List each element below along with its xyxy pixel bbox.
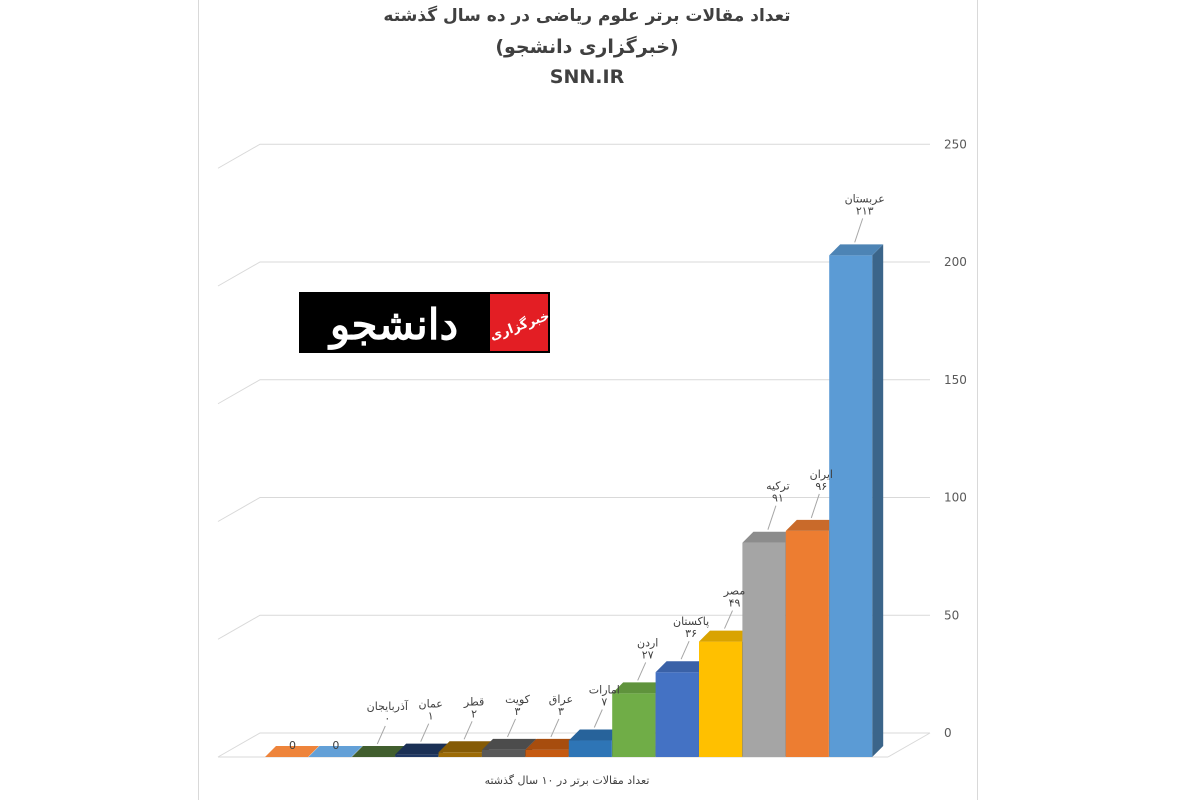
bar-top — [308, 746, 363, 757]
bar-front — [699, 641, 742, 757]
data-label-category: امارات — [589, 684, 620, 697]
y-tick-label: 250 — [944, 137, 967, 151]
data-label-value: ۳۶ — [685, 627, 697, 640]
data-label-value: ۳ — [558, 705, 564, 718]
data-label-value: ۱ — [428, 710, 434, 723]
bar-front — [525, 749, 569, 757]
gridline — [217, 261, 930, 287]
logo-badge — [490, 294, 548, 351]
leader-line — [550, 718, 560, 738]
bar-top — [265, 746, 319, 757]
data-label-category: قطر — [463, 695, 484, 708]
bar — [265, 746, 319, 757]
bar — [829, 244, 884, 757]
data-label-value: 0 — [289, 739, 296, 752]
gridline — [217, 143, 930, 169]
bar-front — [438, 752, 482, 757]
data-label-value: ۴۹ — [729, 597, 741, 610]
bar-top — [482, 738, 536, 750]
bar-front — [655, 672, 699, 757]
data-label-category: کویت — [505, 693, 531, 706]
bar-top — [438, 741, 493, 753]
y-tick-label: 200 — [944, 255, 967, 269]
data-label-category: آذربایجان — [367, 699, 409, 713]
bar-front — [482, 749, 525, 757]
data-label-value: 0 — [332, 739, 339, 752]
y-axis-ticks: 0 50 100 150 200 250 — [944, 137, 967, 740]
data-label-value: ۲ — [471, 707, 477, 720]
data-label-category: مصر — [723, 585, 746, 598]
y-tick-label: 0 — [944, 726, 952, 740]
bar — [568, 729, 623, 757]
data-label-value: ۲۱۳ — [856, 204, 874, 217]
bars — [265, 244, 884, 757]
news-agency-logo: دانشجو خبرگزاری — [299, 292, 550, 353]
bar-front — [829, 255, 873, 757]
bar-top — [612, 682, 667, 694]
leader-line — [767, 505, 777, 530]
bar-top — [525, 738, 580, 750]
bar-top — [742, 531, 797, 543]
chart-source: SNN.IR — [549, 66, 625, 88]
bar-top — [351, 746, 406, 757]
leader-line — [507, 718, 516, 738]
bar — [308, 746, 363, 757]
data-label-category: عربستان — [845, 192, 885, 205]
floor-edge — [887, 732, 931, 758]
bar-front — [742, 542, 786, 757]
data-label-value: ۲۷ — [642, 648, 654, 661]
leader-line — [463, 721, 473, 740]
leader-line — [854, 218, 864, 243]
bar-side — [872, 244, 884, 757]
y-tick-label: 100 — [944, 491, 967, 505]
leader-line — [637, 662, 647, 681]
data-label-category: عراق — [549, 693, 573, 706]
bar-top — [829, 244, 884, 256]
gridline — [217, 497, 930, 522]
leader-line — [680, 641, 690, 660]
data-label-value: ۹۶ — [815, 480, 827, 493]
bar-top — [699, 630, 753, 642]
leader-line — [420, 723, 430, 742]
data-label-value: ۳ — [515, 705, 521, 718]
bar-front — [785, 530, 829, 757]
bar-top — [395, 743, 450, 755]
bar-top — [568, 729, 623, 741]
data-label-category: ایران — [810, 468, 833, 481]
data-label-category: عمان — [419, 698, 443, 711]
leader-line — [810, 493, 820, 519]
data-label-value: ۹۱ — [772, 492, 784, 505]
leader-line — [724, 610, 733, 629]
gridline — [217, 614, 930, 640]
leader-line — [376, 725, 386, 745]
chart-subtitle: (خبرگزاری دانشجو) — [495, 36, 679, 58]
bar-top — [655, 661, 710, 673]
bar-front — [612, 693, 656, 757]
data-label-value: ۷ — [601, 696, 607, 709]
bar-front — [568, 740, 612, 757]
y-tick-label: 150 — [944, 373, 967, 387]
y-tick-label: 50 — [944, 608, 959, 622]
gridline — [217, 379, 930, 405]
data-label-category: اردن — [637, 636, 658, 649]
data-label-category: ترکیه — [766, 480, 790, 493]
bar-front — [395, 754, 439, 757]
data-labels: 0 0آذربایجان۰عمان۱قطر۲کویت۳عراق۳امارات۷ار… — [289, 192, 885, 752]
x-axis-title: تعداد مقالات برتر در ۱۰ سال گذشته — [485, 774, 650, 787]
logo-text: دانشجو — [327, 300, 458, 350]
data-label-category: پاکستان — [673, 615, 709, 628]
bar — [351, 746, 406, 757]
bar-top — [785, 519, 840, 531]
leader-line — [593, 709, 603, 728]
chart-title: تعداد مقالات برتر علوم ریاضی در ده سال گ… — [383, 6, 791, 26]
data-label-value: ۰ — [384, 712, 390, 725]
